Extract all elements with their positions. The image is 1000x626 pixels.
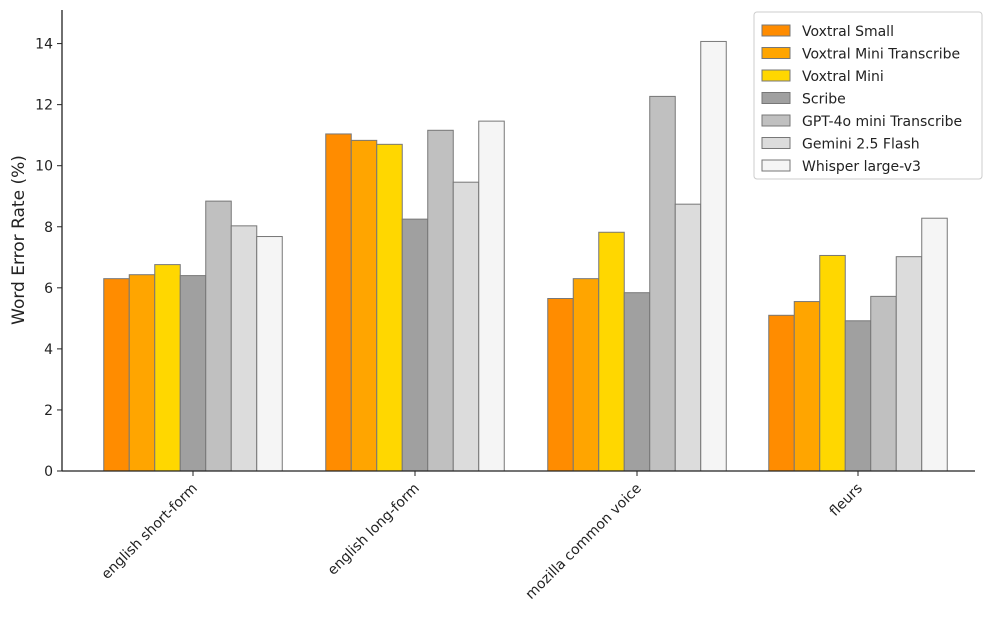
legend-box [753,11,983,180]
bar-5-0 [230,225,258,472]
bar-0-1 [325,133,352,472]
legend-swatch [761,114,791,127]
x-tick-label: fleurs [827,481,866,520]
y-tick-label: 0 [44,464,53,480]
y-tick-label: 10 [35,159,53,175]
bar-0-3 [768,314,795,472]
bar-6-1 [478,120,505,472]
bar-0-0 [103,278,130,472]
bar-2-1 [376,143,403,472]
bar-3-1 [401,218,429,472]
bar-4-2 [649,95,676,472]
bar-4-3 [870,295,897,472]
legend-label: Voxtral Small [802,24,894,40]
x-tick-label: english short-form [99,481,201,583]
y-tick-label: 14 [35,37,53,53]
x-tick-label: english long-form [325,481,423,579]
y-tick-label: 12 [35,98,53,114]
bar-1-3 [793,301,821,472]
y-tick-label: 6 [44,281,53,297]
bar-2-3 [819,254,846,472]
bar-1-1 [350,139,378,472]
bar-5-1 [452,181,480,472]
x-tick-label: mozilla common voice [523,481,645,603]
bar-2-0 [154,264,181,472]
legend-label: Scribe [802,92,846,108]
bar-1-2 [572,278,600,472]
y-tick-label: 4 [44,342,53,358]
legend-label: Gemini 2.5 Flash [802,137,920,153]
bar-2-2 [598,231,625,472]
bar-6-2 [700,40,727,472]
y-tick-label: 8 [44,220,53,236]
bar-3-3 [844,320,872,472]
bar-4-0 [205,200,232,472]
y-tick-label: 2 [44,403,53,419]
bar-1-0 [128,274,156,472]
y-axis-label: Word Error Rate (%) [9,155,29,325]
bar-5-2 [674,203,702,472]
legend-swatch [761,159,791,172]
legend-swatch [761,24,791,37]
legend-label: GPT-4o mini Transcribe [802,114,962,130]
legend-swatch [761,92,791,104]
legend-swatch [761,47,791,59]
legend-swatch [761,69,791,82]
bar-3-0 [179,275,207,472]
legend-swatch [761,137,791,149]
bar-6-0 [256,236,283,472]
bar-5-3 [895,256,923,472]
bar-4-1 [427,129,454,472]
legend-label: Voxtral Mini Transcribe [802,47,960,63]
bar-6-3 [921,217,948,472]
legend-label: Whisper large-v3 [802,159,921,175]
bar-3-2 [623,292,651,472]
bar-0-2 [547,298,574,472]
legend-label: Voxtral Mini [802,69,884,85]
